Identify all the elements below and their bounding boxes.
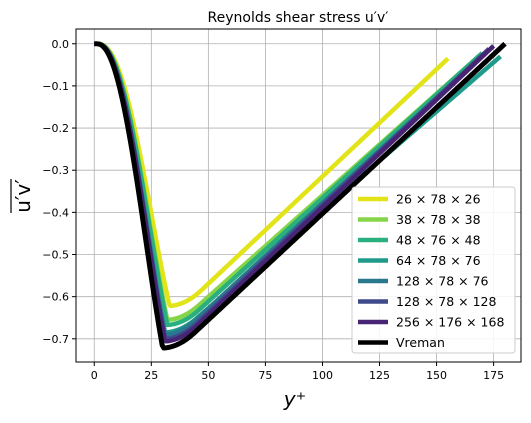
- y-axis-label-group: u′v′: [10, 179, 35, 213]
- legend-items: 26 × 78 × 26 38 × 78 × 38 48 × 76 × 48 64 ×…: [358, 192, 504, 350]
- legend-label: 256 × 176 × 168: [396, 315, 504, 330]
- series-line-7: [93, 41, 507, 351]
- legend-label: 128 × 78 × 76: [396, 274, 489, 289]
- y-tick-label: −0.1: [42, 80, 69, 93]
- legend-box: [351, 186, 516, 354]
- legend-label: 48 × 76 × 48: [396, 233, 481, 248]
- series-lines: [93, 41, 507, 351]
- x-axis-label: y⁺: [283, 387, 306, 411]
- y-tick-label: −0.7: [42, 333, 69, 346]
- legend-label: 128 × 78 × 128: [396, 294, 497, 309]
- x-tick-label: 150: [426, 369, 447, 382]
- legend-label: 26 × 78 × 26: [396, 192, 481, 207]
- ticks: 0 25 50 75 100 125 150 175 0.0 −0.1 −0.2 −0.3 −0.4 −0…: [42, 38, 504, 382]
- y-tick-label: −0.2: [42, 122, 69, 135]
- chart-title: Reynolds shear stress u′v′: [208, 10, 389, 26]
- y-tick-label: −0.6: [42, 291, 69, 304]
- legend-label: Vreman: [396, 335, 445, 350]
- y-tick-label: 0.0: [52, 38, 70, 51]
- legend-entry: Vreman: [358, 335, 445, 350]
- y-tick-label: −0.3: [42, 164, 69, 177]
- series-line-0: [93, 41, 450, 309]
- x-tick-label: 25: [144, 369, 158, 382]
- x-tick-label: 125: [369, 369, 390, 382]
- legend-entry: 48 × 76 × 48: [358, 233, 481, 248]
- x-tick-label: 175: [483, 369, 504, 382]
- legend-entry: 64 × 78 × 76: [358, 253, 481, 268]
- x-tick-label: 50: [201, 369, 215, 382]
- x-tick-label: 100: [312, 369, 333, 382]
- series-line-6: [93, 41, 496, 344]
- legend-entry: 128 × 78 × 128: [358, 294, 497, 309]
- legend-label: 64 × 78 × 76: [396, 253, 481, 268]
- x-tick-label: 0: [91, 369, 98, 382]
- y-tick-label: −0.4: [42, 206, 69, 219]
- y-tick-label: −0.5: [42, 249, 69, 262]
- legend-entry: 256 × 176 × 168: [358, 315, 504, 330]
- plot-frame: [75, 28, 522, 363]
- legend-entry: 38 × 78 × 38: [358, 212, 481, 227]
- legend-entry: 128 × 78 × 76: [358, 274, 489, 289]
- legend: 26 × 78 × 26 38 × 78 × 38 48 × 76 × 48 64 ×…: [351, 186, 516, 354]
- legend-label: 38 × 78 × 38: [396, 212, 481, 227]
- legend-entry: 26 × 78 × 26: [358, 192, 481, 207]
- series-line-2: [93, 41, 484, 328]
- y-axis-label: u′v′: [11, 179, 35, 213]
- x-tick-label: 75: [258, 369, 272, 382]
